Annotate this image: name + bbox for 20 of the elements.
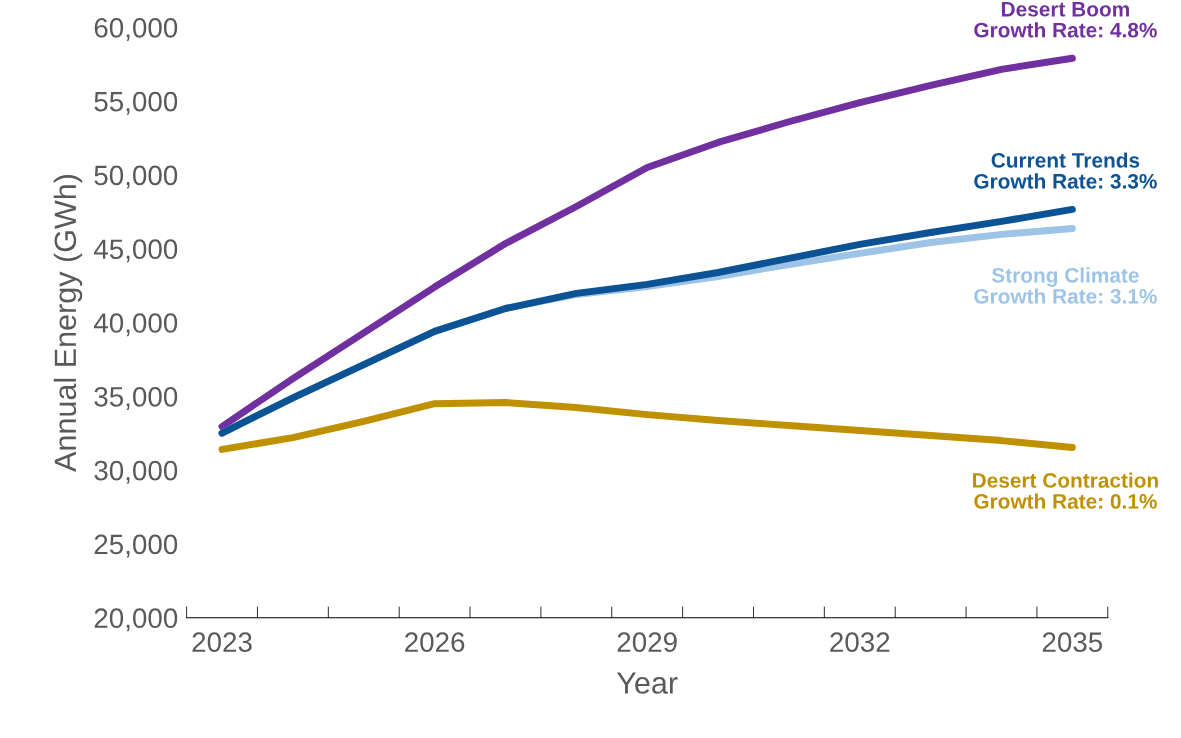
y-tick-label: 40,000 bbox=[93, 313, 178, 337]
x-tick-label: 2029 bbox=[617, 632, 677, 652]
x-tick-label: 2023 bbox=[192, 632, 252, 652]
series-label: Desert Contraction Growth Rate: 0.1% bbox=[973, 472, 1158, 509]
x-tick-label: 2032 bbox=[830, 632, 890, 652]
y-tick-label: 60,000 bbox=[94, 17, 178, 41]
y-tick-label: 30,000 bbox=[94, 460, 178, 484]
y-tick-label: 20,000 bbox=[94, 608, 178, 632]
y-tick-label: 35,000 bbox=[94, 386, 178, 410]
series-label: Strong Climate Growth Rate: 3.1% bbox=[974, 267, 1157, 304]
x-tick-label: 2026 bbox=[405, 632, 465, 652]
y-tick-label: 55,000 bbox=[94, 91, 178, 115]
series-label: Current Trends Growth Rate: 3.3% bbox=[974, 152, 1157, 189]
series-label: Desert Boom Growth Rate: 4.8% bbox=[974, 2, 1157, 38]
y-axis-title: Annual Energy (GWh) bbox=[53, 174, 83, 472]
x-axis-title: Year bbox=[616, 672, 678, 694]
x-tick-label: 2035 bbox=[1042, 632, 1103, 652]
y-tick-label: 25,000 bbox=[94, 534, 178, 558]
y-tick-label: 50,000 bbox=[94, 165, 178, 189]
y-tick-label: 45,000 bbox=[93, 239, 178, 263]
